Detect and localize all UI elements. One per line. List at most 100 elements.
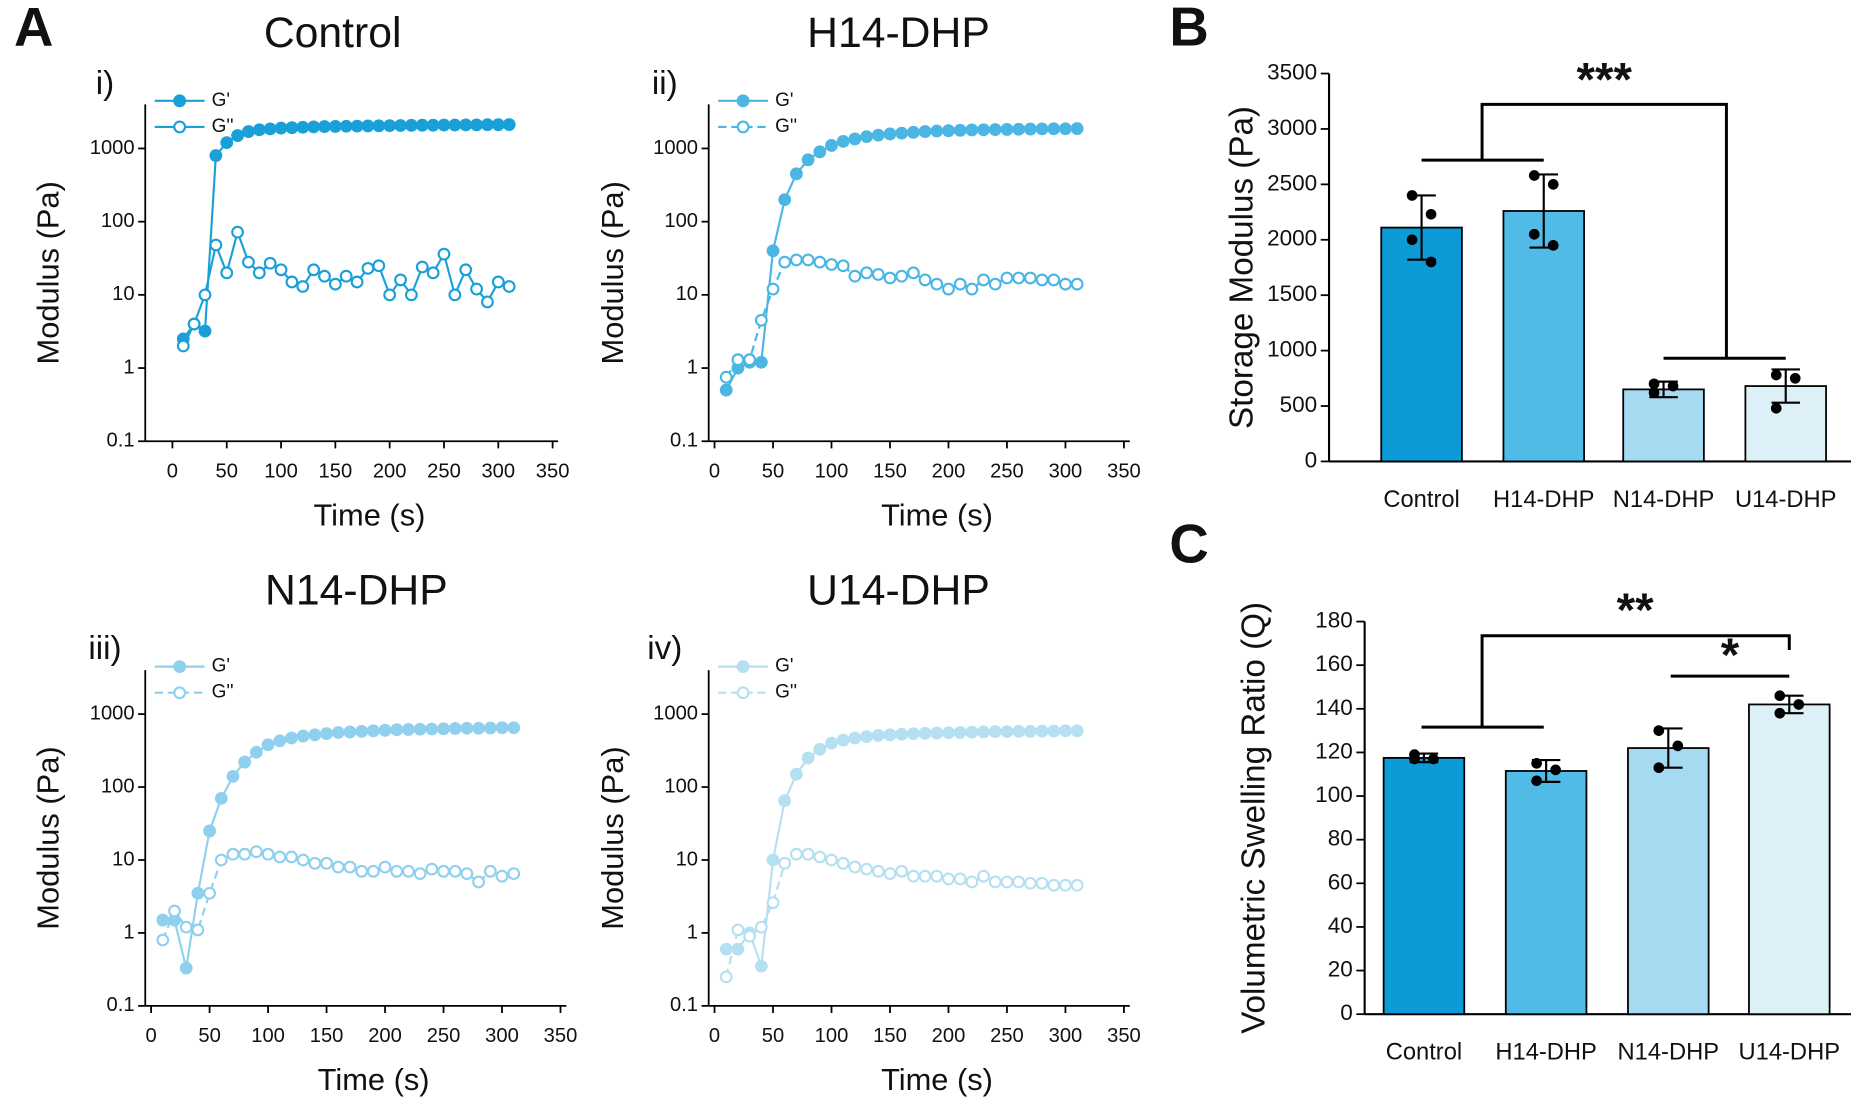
y-tick-label: 1000 <box>653 702 698 724</box>
significance-label: * <box>1721 629 1740 682</box>
data-point <box>1059 122 1072 136</box>
data-point <box>860 130 874 144</box>
data-point <box>339 119 353 133</box>
data-point <box>296 120 310 134</box>
data-point <box>895 126 909 140</box>
data-point <box>1428 753 1439 765</box>
legend-label: G'' <box>212 116 234 137</box>
data-point <box>307 120 321 134</box>
x-tick-label: 150 <box>310 1025 344 1047</box>
data-point <box>1035 273 1049 287</box>
x-tick-label: Control <box>1386 1040 1462 1066</box>
data-point <box>883 728 897 742</box>
legend-label: G'' <box>775 682 797 703</box>
data-point <box>459 263 473 277</box>
legend-marker <box>173 120 187 134</box>
data-point <box>238 755 252 769</box>
x-tick-label: 250 <box>990 460 1024 482</box>
bar <box>1382 756 1466 1016</box>
chart-title: Control <box>264 9 402 57</box>
x-tick-label: 100 <box>264 460 298 482</box>
data-point <box>366 724 380 738</box>
x-tick-label: 150 <box>873 1025 907 1047</box>
legend-marker <box>173 660 187 674</box>
data-point <box>318 120 331 133</box>
x-tick-label: 200 <box>932 1025 966 1047</box>
panel-letter: A <box>14 0 53 57</box>
data-point <box>918 273 932 287</box>
data-point <box>242 255 255 269</box>
data-point <box>871 729 885 742</box>
significance-label: ** <box>1617 584 1654 637</box>
data-point <box>273 734 287 748</box>
y-tick-label: 1000 <box>1267 337 1317 362</box>
data-point <box>448 288 462 302</box>
data-point <box>1425 256 1437 268</box>
data-point <box>1425 208 1437 220</box>
data-point <box>942 282 955 296</box>
data-point <box>930 124 944 138</box>
y-tick-label: 120 <box>1315 738 1353 763</box>
data-point <box>860 730 874 744</box>
y-tick-label: 1 <box>687 356 698 378</box>
y-tick-label: 10 <box>676 848 698 870</box>
data-point <box>1012 271 1026 285</box>
data-point <box>1023 122 1037 136</box>
data-point <box>491 275 505 289</box>
data-point <box>965 725 979 739</box>
data-point <box>1653 725 1665 736</box>
data-point <box>413 722 427 736</box>
data-point <box>361 119 375 133</box>
data-point <box>1000 271 1014 285</box>
data-point <box>355 724 369 738</box>
data-point <box>1000 875 1014 889</box>
legend-marker <box>736 686 750 700</box>
data-point <box>355 864 369 878</box>
data-point <box>801 153 815 167</box>
data-point <box>231 225 244 239</box>
data-point <box>378 723 392 737</box>
data-point <box>977 273 990 287</box>
data-point <box>502 118 516 131</box>
data-point <box>308 856 322 870</box>
data-point <box>942 124 955 138</box>
data-point <box>191 886 205 900</box>
x-tick-label: 50 <box>762 460 784 482</box>
data-point <box>339 269 353 283</box>
data-point <box>252 266 266 280</box>
data-point <box>953 123 967 137</box>
x-tick-label: 300 <box>481 460 515 482</box>
data-point <box>1047 724 1061 738</box>
data-point <box>977 123 990 137</box>
bar <box>1627 747 1710 1016</box>
data-point <box>415 260 429 274</box>
data-point <box>263 256 277 270</box>
data-point <box>252 123 266 137</box>
data-point <box>413 867 427 881</box>
data-point <box>390 723 404 737</box>
x-axis-label: Time (s) <box>881 497 993 532</box>
data-point <box>331 726 345 739</box>
data-point <box>507 721 521 735</box>
data-point <box>883 867 897 881</box>
data-point <box>437 247 451 261</box>
data-point <box>198 288 212 302</box>
data-point <box>343 860 357 874</box>
data-point <box>426 118 440 132</box>
data-point <box>220 136 234 150</box>
data-point <box>168 904 181 918</box>
bar <box>1504 770 1588 1016</box>
data-point <box>472 875 486 889</box>
data-point <box>754 959 768 973</box>
data-point <box>1547 239 1559 251</box>
error-bar <box>1771 368 1800 404</box>
data-point <box>448 864 462 878</box>
y-tick-label: 10 <box>112 848 134 870</box>
data-point <box>220 266 234 280</box>
data-point <box>285 850 298 864</box>
panel-letter: B <box>1169 0 1208 57</box>
data-point <box>425 862 439 876</box>
data-point <box>1070 724 1084 738</box>
y-tick-label: 1000 <box>90 137 135 159</box>
